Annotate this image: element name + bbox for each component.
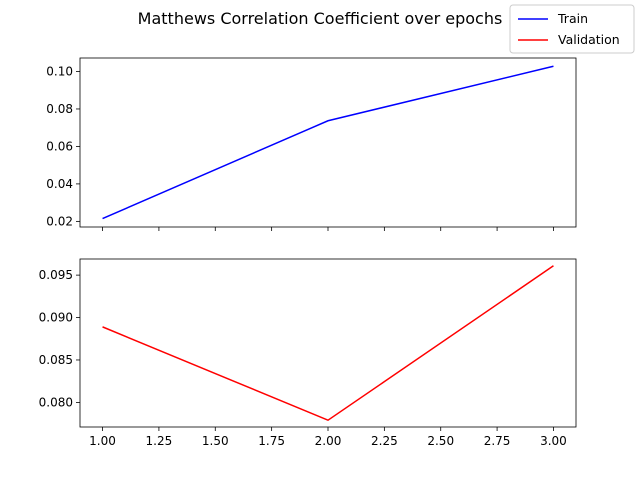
- train-subplot-y-tick-label: 0.02: [46, 214, 73, 228]
- validation-subplot-y-tick-label: 0.080: [39, 395, 73, 409]
- validation-subplot-y-tick-label: 0.095: [39, 268, 73, 282]
- x-tick-label: 3.00: [540, 434, 567, 448]
- x-tick-label: 1.75: [258, 434, 285, 448]
- x-tick-label: 2.25: [371, 434, 398, 448]
- x-tick-label: 1.25: [146, 434, 173, 448]
- x-tick-label: 2.75: [484, 434, 511, 448]
- validation-subplot-y-tick-label: 0.090: [39, 311, 73, 325]
- x-tick-label: 1.00: [89, 434, 116, 448]
- train-subplot-y-tick-label: 0.08: [46, 102, 73, 116]
- train-subplot-y-tick-label: 0.10: [46, 64, 73, 78]
- legend: Train Validation: [510, 5, 634, 53]
- legend-label-validation: Validation: [558, 32, 620, 47]
- x-tick-label: 1.50: [202, 434, 229, 448]
- validation-subplot-y-tick-label: 0.085: [39, 353, 73, 367]
- chart-title: Matthews Correlation Coefficient over ep…: [138, 9, 503, 28]
- train-subplot-y-tick-label: 0.04: [46, 177, 73, 191]
- x-tick-label: 2.00: [315, 434, 342, 448]
- x-tick-label: 2.50: [427, 434, 454, 448]
- legend-label-train: Train: [557, 11, 588, 26]
- train-subplot-y-tick-label: 0.06: [46, 139, 73, 153]
